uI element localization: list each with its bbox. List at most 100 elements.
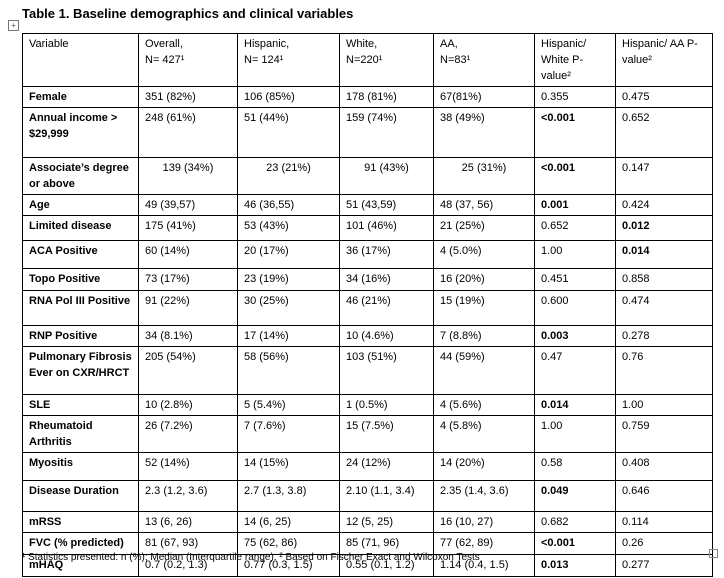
header-line: N= 427¹ [145, 54, 185, 66]
row-label: Annual income > $29,999 [22, 107, 139, 158]
move-handle[interactable]: + [8, 20, 19, 31]
table-cell: 0.114 [615, 511, 713, 533]
table-cell: 16 (20%) [433, 268, 535, 291]
table-cell: 2.7 (1.3, 3.8) [237, 480, 340, 512]
table-cell: 1.00 [615, 394, 713, 416]
table-cell: 0.013 [534, 554, 616, 577]
table-cell: 0.682 [534, 511, 616, 533]
table-cell: 1 (0.5%) [339, 394, 434, 416]
table-cell: 0.278 [615, 325, 713, 347]
table-cell: <0.001 [534, 532, 616, 555]
table-row: Myositis 52 (14%) 14 (15%) 24 (12%) 14 (20%)… [22, 452, 713, 481]
table-cell: 139 (34%) [138, 157, 238, 195]
table-cell: 51 (44%) [237, 107, 340, 158]
table-cell: 49 (39,57) [138, 194, 238, 216]
header-line: Hispanic/ AA P-value² [622, 38, 698, 66]
row-label: ACA Positive [22, 240, 139, 269]
table-title: Table 1. Baseline demographics and clini… [22, 6, 354, 21]
table-cell: 0.58 [534, 452, 616, 481]
table-cell: 16 (10, 27) [433, 511, 535, 533]
row-label: Associate’s degree or above [22, 157, 139, 195]
table-cell: 351 (82%) [138, 86, 238, 108]
header-cell: AA, N=83¹ [433, 33, 535, 87]
table-row: Pulmonary Fibrosis Ever on CXR/HRCT 205 (… [22, 346, 713, 395]
table-cell: <0.001 [534, 157, 616, 195]
table-row: SLE 10 (2.8%) 5 (5.4%) 1 (0.5%) 4 (5.6%) 0.01… [22, 394, 713, 416]
table-cell: 23 (21%) [237, 157, 340, 195]
row-label: Female [22, 86, 139, 108]
table-cell: 24 (12%) [339, 452, 434, 481]
table-cell: 91 (43%) [339, 157, 434, 195]
table-cell: 0.759 [615, 415, 713, 453]
table-cell: 0.049 [534, 480, 616, 512]
table-cell: 178 (81%) [339, 86, 434, 108]
table-cell: 36 (17%) [339, 240, 434, 269]
table-cell: 51 (43,59) [339, 194, 434, 216]
header-cell: White, N=220¹ [339, 33, 434, 87]
table-cell: 52 (14%) [138, 452, 238, 481]
table-cell: 13 (6, 26) [138, 511, 238, 533]
header-line: Hispanic, [244, 38, 290, 50]
table-cell: 23 (19%) [237, 268, 340, 291]
table-cell: 4 (5.0%) [433, 240, 535, 269]
header-line: N=83¹ [440, 54, 471, 66]
table-cell: 248 (61%) [138, 107, 238, 158]
header-line: AA, [440, 38, 458, 50]
table-cell: 48 (37, 56) [433, 194, 535, 216]
table-row: RNP Positive 34 (8.1%) 17 (14%) 10 (4.6%) 7 … [22, 325, 713, 347]
table-cell: 77 (62, 89) [433, 532, 535, 555]
resize-handle[interactable] [709, 549, 718, 558]
table-cell: 14 (6, 25) [237, 511, 340, 533]
table-cell: 17 (14%) [237, 325, 340, 347]
table-cell: 34 (16%) [339, 268, 434, 291]
table-cell: 91 (22%) [138, 290, 238, 326]
table-cell: 0.652 [534, 215, 616, 241]
row-label: mRSS [22, 511, 139, 533]
table-cell: <0.001 [534, 107, 616, 158]
header-cell: Overall, N= 427¹ [138, 33, 238, 87]
table-cell: 73 (17%) [138, 268, 238, 291]
table-cell: 46 (21%) [339, 290, 434, 326]
table-cell: 12 (5, 25) [339, 511, 434, 533]
table-cell: 21 (25%) [433, 215, 535, 241]
table-cell: 10 (4.6%) [339, 325, 434, 347]
row-label: Myositis [22, 452, 139, 481]
table-cell: 1.14 (0.4, 1.5) [433, 554, 535, 577]
table-cell: 0.014 [534, 394, 616, 416]
header-cell: Hispanic, N= 124¹ [237, 33, 340, 87]
table-cell: 1.00 [534, 240, 616, 269]
row-label: mHAQ [22, 554, 139, 577]
table-cell: 0.858 [615, 268, 713, 291]
table-cell: 38 (49%) [433, 107, 535, 158]
table-row: Age 49 (39,57) 46 (36,55) 51 (43,59) 48 (37,… [22, 194, 713, 216]
table-cell: 205 (54%) [138, 346, 238, 395]
row-label: RNA Pol III Positive [22, 290, 139, 326]
table-cell: 0.424 [615, 194, 713, 216]
table-cell: 14 (20%) [433, 452, 535, 481]
table-cell: 34 (8.1%) [138, 325, 238, 347]
table-cell: 2.10 (1.1, 3.4) [339, 480, 434, 512]
table-cell: 26 (7.2%) [138, 415, 238, 453]
table-cell: 15 (7.5%) [339, 415, 434, 453]
table-cell: 0.47 [534, 346, 616, 395]
table-row: ACA Positive 60 (14%) 20 (17%) 36 (17%) 4 (5… [22, 240, 713, 269]
row-label: RNP Positive [22, 325, 139, 347]
table-cell: 20 (17%) [237, 240, 340, 269]
table-cell: 0.001 [534, 194, 616, 216]
table-row: RNA Pol III Positive 91 (22%) 30 (25%) 46 (… [22, 290, 713, 326]
row-label: Pulmonary Fibrosis Ever on CXR/HRCT [22, 346, 139, 395]
table-cell: 7 (7.6%) [237, 415, 340, 453]
table-cell: 0.77 (0.3, 1.5) [237, 554, 340, 577]
table-row: Topo Positive 73 (17%) 23 (19%) 34 (16%) 16 … [22, 268, 713, 291]
table-row: Disease Duration 2.3 (1.2, 3.6) 2.7 (1.3, … [22, 480, 713, 512]
header-line: N= 124¹ [244, 54, 284, 66]
data-table: Variable Overall, N= 427¹ Hispanic, N= 124¹ W… [22, 33, 713, 577]
table-cell: 101 (46%) [339, 215, 434, 241]
header-cell: Variable [22, 33, 139, 87]
header-line: White, [346, 38, 378, 50]
table-cell: 0.012 [615, 215, 713, 241]
header-line: Overall, [145, 38, 183, 50]
table-cell: 0.475 [615, 86, 713, 108]
table-cell: 44 (59%) [433, 346, 535, 395]
header-cell: Hispanic/ White P-value² [534, 33, 616, 87]
